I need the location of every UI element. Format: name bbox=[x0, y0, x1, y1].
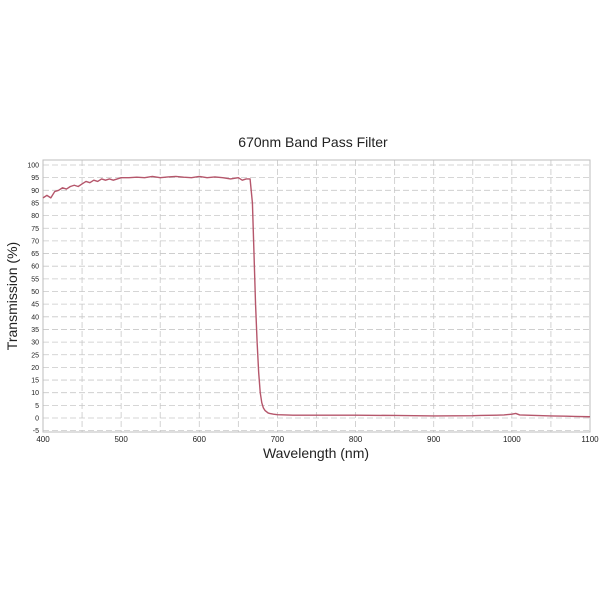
y-tick-label: 95 bbox=[31, 175, 39, 182]
plot-frame bbox=[42, 159, 591, 433]
y-tick-label: -5 bbox=[33, 428, 39, 435]
x-axis-label: Wavelength (nm) bbox=[263, 445, 369, 461]
x-axis-ticks: 400 500 600 700 800 900 1000 1100 bbox=[36, 435, 599, 444]
y-tick-label: 100 bbox=[27, 163, 39, 170]
y-tick-label: 80 bbox=[31, 213, 39, 220]
x-tick-label: 1000 bbox=[503, 435, 521, 444]
y-tick-label: 85 bbox=[31, 200, 39, 207]
y-tick-label: 90 bbox=[31, 188, 39, 195]
y-axis-label: Transmission (%) bbox=[4, 242, 20, 350]
x-tick-label: 900 bbox=[427, 435, 441, 444]
y-tick-label: 15 bbox=[31, 378, 39, 385]
grid-lines bbox=[43, 160, 590, 432]
y-tick-label: 75 bbox=[31, 226, 39, 233]
y-axis-ticks: -5 0 5 10 15 20 25 30 35 40 45 50 55 60 65 70 75 80 85 90 95… bbox=[27, 163, 39, 436]
y-tick-label: 45 bbox=[31, 302, 39, 309]
x-tick-label: 700 bbox=[271, 435, 285, 444]
x-tick-label: 600 bbox=[193, 435, 207, 444]
y-tick-label: 0 bbox=[35, 416, 39, 423]
y-tick-label: 5 bbox=[35, 403, 39, 410]
y-tick-label: 35 bbox=[31, 327, 39, 334]
y-tick-label: 40 bbox=[31, 314, 39, 321]
y-tick-label: 55 bbox=[31, 276, 39, 283]
x-tick-label: 800 bbox=[349, 435, 363, 444]
chart-title: 670nm Band Pass Filter bbox=[238, 134, 388, 150]
y-tick-label: 20 bbox=[31, 365, 39, 372]
y-tick-label: 70 bbox=[31, 238, 39, 245]
y-tick-label: 50 bbox=[31, 289, 39, 296]
y-tick-label: 60 bbox=[31, 264, 39, 271]
x-tick-label: 400 bbox=[36, 435, 50, 444]
y-tick-label: 30 bbox=[31, 340, 39, 347]
y-tick-label: 25 bbox=[31, 352, 39, 359]
x-tick-label: 1100 bbox=[581, 435, 599, 444]
y-tick-label: 65 bbox=[31, 251, 39, 258]
y-tick-label: 10 bbox=[31, 390, 39, 397]
transmission-series-line bbox=[42, 175, 591, 418]
x-tick-label: 500 bbox=[114, 435, 128, 444]
